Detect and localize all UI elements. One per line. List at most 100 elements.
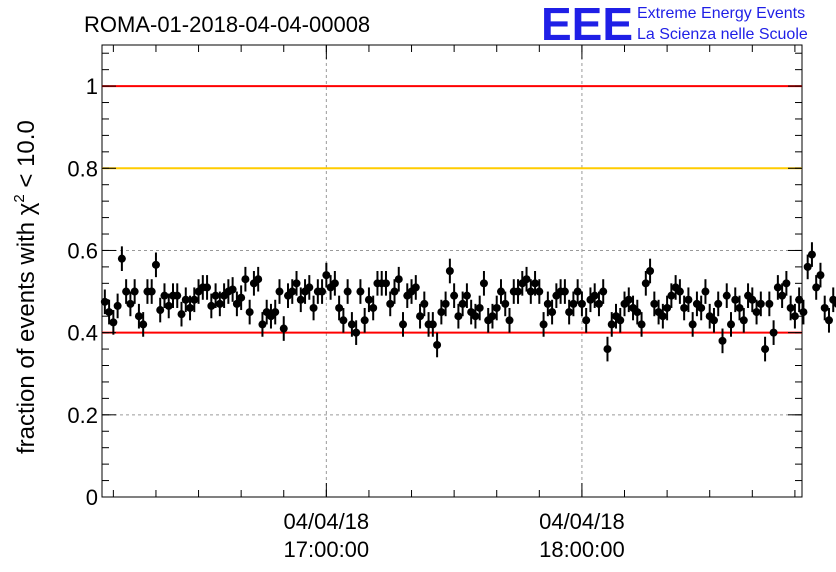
point-marker xyxy=(139,320,148,329)
data-point xyxy=(292,271,301,296)
data-point xyxy=(514,279,523,304)
data-point xyxy=(565,299,574,325)
point-marker xyxy=(641,279,650,288)
point-marker xyxy=(714,299,723,308)
data-point xyxy=(211,283,220,308)
point-marker xyxy=(790,312,799,321)
point-marker xyxy=(186,303,195,312)
point-marker xyxy=(445,267,454,275)
data-point xyxy=(658,303,667,329)
logo-line-2: La Scienza nelle Scuole xyxy=(637,26,808,43)
point-marker xyxy=(203,283,212,292)
data-point xyxy=(309,295,318,321)
point-marker xyxy=(739,316,748,325)
point-marker xyxy=(241,275,250,284)
point-marker xyxy=(727,320,736,329)
point-marker xyxy=(531,279,540,288)
point-marker xyxy=(271,308,280,317)
point-marker xyxy=(237,293,246,302)
data-point xyxy=(390,279,399,304)
data-point xyxy=(232,291,241,317)
data-point xyxy=(330,271,339,296)
data-point xyxy=(190,287,199,313)
data-point xyxy=(433,332,442,358)
y-axis-label-chi: χ xyxy=(13,202,40,215)
data-point xyxy=(505,307,514,333)
point-marker xyxy=(411,283,420,292)
point-marker xyxy=(288,287,297,296)
point-marker xyxy=(684,295,693,304)
point-marker xyxy=(330,279,339,288)
point-marker xyxy=(296,295,305,304)
point-marker xyxy=(479,279,488,288)
point-marker xyxy=(122,287,131,296)
data-point xyxy=(539,312,548,337)
point-marker xyxy=(603,345,612,354)
data-point xyxy=(318,279,327,304)
point-marker xyxy=(816,271,825,280)
point-marker xyxy=(663,303,672,312)
data-point xyxy=(829,287,836,313)
data-point xyxy=(139,312,148,337)
point-marker xyxy=(113,301,122,310)
point-marker xyxy=(637,320,646,329)
data-point xyxy=(173,283,182,308)
data-point xyxy=(288,279,297,304)
data-point xyxy=(122,279,131,304)
data-point xyxy=(241,266,250,292)
point-marker xyxy=(109,318,118,327)
point-marker xyxy=(709,316,718,325)
point-marker xyxy=(697,303,706,312)
point-marker xyxy=(582,316,591,325)
data-point xyxy=(126,291,135,317)
point-marker xyxy=(369,303,378,312)
x-tick-label-date: 04/04/18 xyxy=(539,509,625,534)
data-point xyxy=(496,279,505,304)
data-point xyxy=(637,312,646,337)
point-marker xyxy=(667,291,676,300)
point-marker xyxy=(752,308,761,317)
point-marker xyxy=(731,295,740,304)
point-marker xyxy=(514,287,523,296)
data-point xyxy=(748,287,757,313)
data-point xyxy=(475,295,484,321)
data-point xyxy=(773,275,782,300)
data-point xyxy=(471,303,480,329)
point-marker xyxy=(147,287,156,296)
data-point xyxy=(284,283,293,308)
point-marker xyxy=(590,291,599,300)
point-marker xyxy=(399,320,408,329)
data-point xyxy=(249,271,258,296)
point-marker xyxy=(496,287,505,296)
data-point xyxy=(441,291,450,317)
data-point xyxy=(266,303,275,329)
data-point xyxy=(467,299,476,325)
data-point xyxy=(812,275,821,300)
point-marker xyxy=(441,299,450,308)
data-point xyxy=(416,303,425,329)
data-point xyxy=(130,279,139,304)
point-marker xyxy=(105,308,114,317)
point-marker xyxy=(177,310,186,319)
point-marker xyxy=(748,295,757,304)
point-marker xyxy=(420,299,429,308)
point-marker xyxy=(833,300,836,308)
point-marker xyxy=(309,303,318,312)
point-marker xyxy=(650,299,659,308)
point-marker xyxy=(607,320,616,329)
point-marker xyxy=(756,299,765,308)
data-point xyxy=(594,291,603,317)
data-point xyxy=(462,283,471,308)
point-marker xyxy=(450,291,459,300)
data-point xyxy=(641,271,650,296)
data-point xyxy=(420,291,429,317)
point-marker xyxy=(292,279,301,288)
point-marker xyxy=(799,308,808,317)
point-marker xyxy=(761,345,770,354)
data-point xyxy=(744,283,753,308)
data-point xyxy=(701,279,710,304)
data-point xyxy=(782,271,791,296)
data-point xyxy=(207,293,216,319)
point-marker xyxy=(492,303,501,312)
